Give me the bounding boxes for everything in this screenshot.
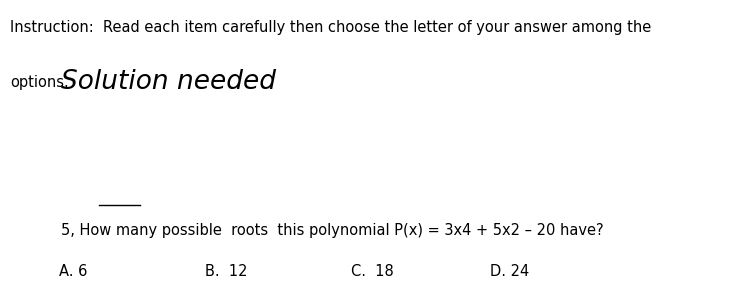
Text: Solution needed: Solution needed: [61, 69, 277, 95]
Text: Instruction:  Read each item carefully then choose the letter of your answer amo: Instruction: Read each item carefully th…: [10, 20, 651, 35]
Text: B.  12: B. 12: [205, 264, 247, 278]
Text: A. 6: A. 6: [59, 264, 87, 278]
Text: D. 24: D. 24: [490, 264, 530, 278]
Text: options.: options.: [10, 75, 69, 90]
Text: 5, How many possible  roots  this polynomial P(x) = 3x4 + 5x2 – 20 have?: 5, How many possible roots this polynomi…: [61, 223, 604, 238]
Text: C.  18: C. 18: [351, 264, 394, 278]
